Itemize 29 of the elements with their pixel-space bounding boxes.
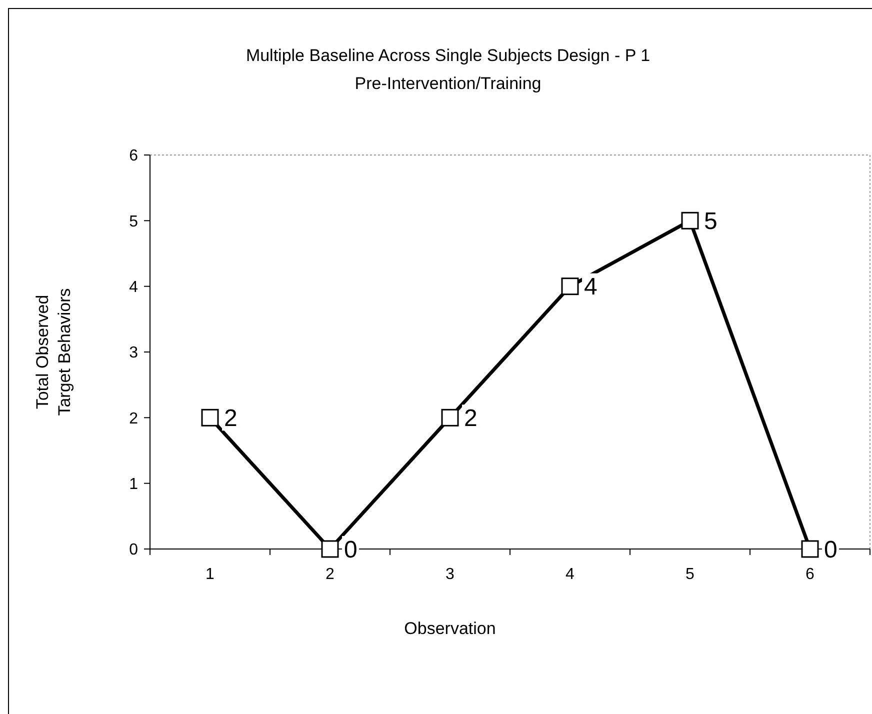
point [321,540,339,558]
data-label: 0 [344,536,358,564]
x-tick-label: 4 [566,566,575,583]
y-tick-label: 4 [129,278,138,296]
point [681,212,699,230]
x-tick-label: 5 [686,566,695,583]
data-label: 4 [584,274,598,301]
point [561,278,579,296]
x-tick-label: 6 [806,566,815,583]
data-label: 2 [224,405,238,432]
point [441,408,459,426]
chart-title: Multiple Baseline Across Single Subjects Design - P 1 [246,46,650,65]
y-axis-title: Total Observed Target Behaviors [33,288,74,416]
x-tick-label: 2 [326,566,335,583]
y-tick-label: 2 [129,410,138,428]
y-tick-label: 1 [129,476,138,493]
data-label: 2 [464,405,478,432]
point [801,540,819,558]
data-label: 0 [824,536,838,564]
y-tick-label: 3 [129,344,138,362]
y-tick-label: 0 [129,542,138,559]
data-label: 5 [704,208,718,236]
x-tick-label: 3 [446,566,455,583]
x-tick-label: 1 [206,566,215,583]
x-axis-title: Observation [404,619,496,638]
y-tick-label: 5 [129,213,138,230]
y-tick-label: 6 [129,148,138,165]
chart-subtitle: Pre-Intervention/Training [354,74,542,93]
point [201,408,219,426]
